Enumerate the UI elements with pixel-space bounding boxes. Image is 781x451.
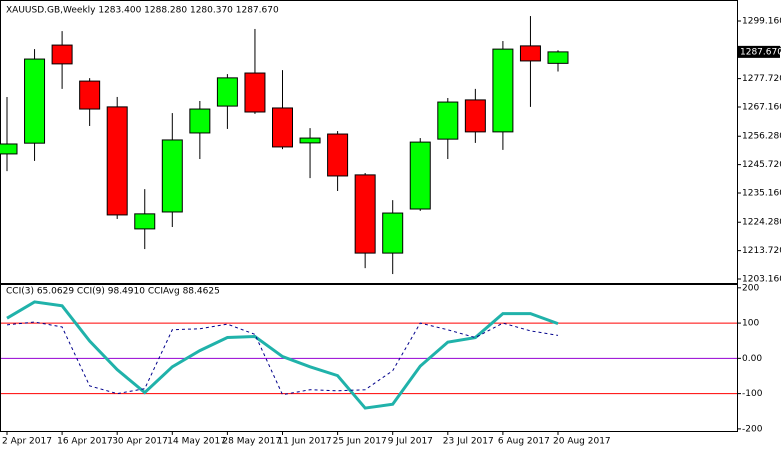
x-tick-label: 23 Jul 2017 <box>443 437 494 447</box>
y-tick-label: 1224.280 <box>742 218 781 228</box>
candle-body <box>492 48 514 133</box>
candle-body <box>327 133 349 177</box>
candle-body <box>51 44 73 65</box>
y-tick-label: 1267.160 <box>742 102 781 112</box>
x-tick-label: 11 Jun 2017 <box>278 437 332 447</box>
x-tick-label: 20 Aug 2017 <box>553 437 611 447</box>
candle-body <box>244 72 266 113</box>
x-tick-label: 30 Apr 2017 <box>112 437 168 447</box>
y-tick-label: 1277.720 <box>742 74 781 84</box>
cci-line <box>6 300 559 410</box>
y-tick-label: -200 <box>742 424 763 434</box>
x-tick-label: 2 Apr 2017 <box>2 437 52 447</box>
x-tick-label: 14 May 2017 <box>167 437 226 447</box>
candle-body <box>189 108 211 134</box>
candle-body <box>134 213 156 230</box>
y-tick-label: 1245.720 <box>742 160 781 170</box>
x-tick-label: 16 Apr 2017 <box>57 437 113 447</box>
x-tick-label: 28 May 2017 <box>222 437 281 447</box>
y-tick-label: 100 <box>742 319 759 329</box>
current-price-box <box>737 45 780 58</box>
price-header: XAUUSD.GB,Weekly 1283.400 1288.280 1280.… <box>6 6 279 16</box>
y-tick-label: 1299.160 <box>742 16 781 26</box>
cci-line <box>6 321 559 396</box>
candle-body <box>79 80 101 110</box>
candle-body <box>0 143 18 155</box>
candle-body <box>299 137 321 144</box>
candle-body <box>216 77 238 107</box>
candle-body <box>519 45 541 62</box>
candle-body <box>24 58 46 144</box>
y-tick-label: 200 <box>742 283 759 293</box>
candle-body <box>464 99 486 133</box>
y-tick-label: 1213.720 <box>742 246 781 256</box>
candle-body <box>382 212 404 254</box>
x-tick-label: 9 Jul 2017 <box>388 437 433 447</box>
candle-body <box>106 106 128 216</box>
x-tick-label: 25 Jun 2017 <box>333 437 387 447</box>
y-tick-label: 1235.160 <box>742 188 781 198</box>
candle-body <box>437 101 459 140</box>
candle-body <box>161 139 183 213</box>
y-tick-label: 0.00 <box>742 354 762 364</box>
y-tick-label: 1203.160 <box>742 275 781 285</box>
y-tick-label: 1256.280 <box>742 132 781 142</box>
y-tick-label: -100 <box>742 389 763 399</box>
candle-body <box>272 107 293 148</box>
cci-header: CCI(3) 65.0629 CCI(9) 98.4910 CCIAvg 88.… <box>6 287 220 297</box>
current-price-label: 1287.670 <box>740 47 781 57</box>
x-tick-label: 6 Aug 2017 <box>498 437 550 447</box>
candle-body <box>409 141 431 210</box>
candle-body <box>547 51 569 64</box>
candle-body <box>354 174 376 254</box>
